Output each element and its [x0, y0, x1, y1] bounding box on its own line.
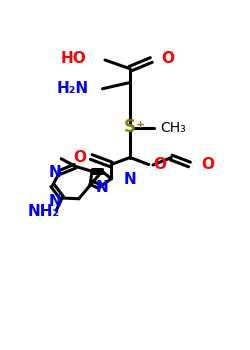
- Text: O: O: [201, 157, 214, 172]
- Text: N: N: [124, 173, 136, 188]
- Text: O: O: [154, 157, 167, 172]
- Text: N: N: [49, 194, 62, 209]
- Text: O: O: [73, 149, 86, 164]
- Text: O: O: [161, 51, 174, 66]
- Text: N: N: [96, 180, 108, 195]
- Text: NH₂: NH₂: [28, 204, 60, 219]
- Text: N: N: [49, 165, 62, 180]
- Text: CH₃: CH₃: [160, 120, 186, 134]
- Text: H₂N: H₂N: [56, 81, 89, 96]
- Text: S: S: [124, 119, 136, 136]
- Text: HO: HO: [60, 51, 86, 66]
- Text: +: +: [136, 120, 145, 130]
